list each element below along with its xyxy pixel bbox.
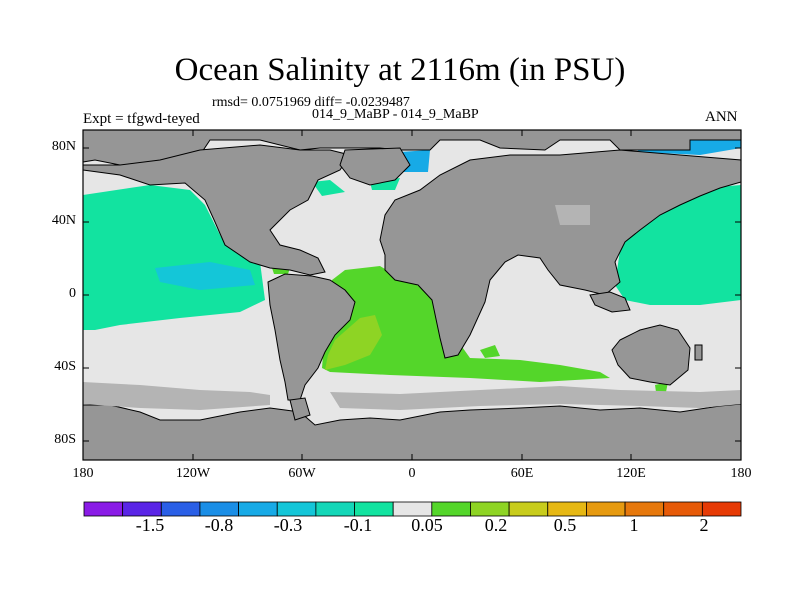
colorbar-swatch: [624, 501, 665, 517]
colorbar-swatch: [122, 501, 162, 517]
axis-ticks: [83, 130, 741, 460]
colorbar-label: -0.1: [343, 515, 373, 535]
x-tick-label: 60W: [288, 466, 316, 481]
land-masses: [82, 129, 742, 461]
colorbar-swatch: [199, 501, 239, 517]
south-america: [267, 273, 356, 401]
shelf-regions: [83, 205, 741, 410]
colorbar-swatch: [160, 501, 201, 517]
cases-subtitle: 014_9_MaBP - 014_9_MaBP: [312, 107, 479, 122]
x-tick-label: 180: [72, 466, 94, 481]
colorbar-label: 1: [629, 515, 639, 535]
new-zealand: [694, 344, 703, 361]
y-tick-label: 0: [69, 286, 76, 301]
colorbar-swatch: [701, 501, 742, 517]
y-tick-label: 80S: [54, 432, 76, 447]
stats-subtitle: rmsd= 0.0751969 diff= -0.0239487: [212, 95, 410, 110]
colorbar-swatch: [238, 501, 278, 517]
y-tick-label: 40N: [51, 213, 76, 228]
antarctic-peninsula: [289, 397, 311, 421]
colorbar-label: -0.3: [273, 515, 303, 535]
colorbar-swatch: [315, 501, 355, 517]
colorbar-swatch: [547, 501, 587, 517]
colorbar-label: -0.8: [204, 515, 234, 535]
y-tick-label: 40S: [54, 359, 76, 374]
colorbar-swatch: [586, 501, 626, 517]
colorbar-label: 2: [699, 515, 709, 535]
australia: [611, 324, 691, 386]
eurasia-africa: [379, 149, 742, 359]
colorbar-swatch: [392, 501, 433, 517]
x-tick-label: 60E: [510, 466, 534, 481]
colorbar-swatch: [83, 501, 124, 517]
colorbar-swatch: [431, 501, 471, 517]
north-america: [82, 144, 351, 276]
green-anomaly-regions: [272, 266, 668, 392]
x-tick-label: 0: [408, 466, 416, 481]
x-tick-label: 120E: [616, 466, 646, 481]
season-label: ANN: [705, 109, 738, 125]
colorbar-label: 0.05: [411, 515, 443, 535]
colorbar-label: 0.5: [553, 515, 577, 535]
y-tick-label: 80N: [51, 139, 76, 154]
x-tick-label: 180: [730, 466, 752, 481]
colorbar-swatch: [663, 501, 703, 517]
colorbar-swatch: [470, 501, 510, 517]
greenland: [339, 147, 411, 186]
colorbar-label: -1.5: [135, 515, 165, 535]
colorbar-swatch: [354, 501, 394, 517]
colorbar-swatch: [508, 501, 549, 517]
colorbar-swatch: [276, 501, 317, 517]
colorbar-label: 0.2: [484, 515, 508, 535]
x-tick-label: 120W: [175, 466, 211, 481]
experiment-label: Expt = tfgwd-teyed: [83, 111, 200, 127]
chart-title: Ocean Salinity at 2116m (in PSU): [174, 52, 626, 88]
maritime-continent: [589, 291, 631, 313]
